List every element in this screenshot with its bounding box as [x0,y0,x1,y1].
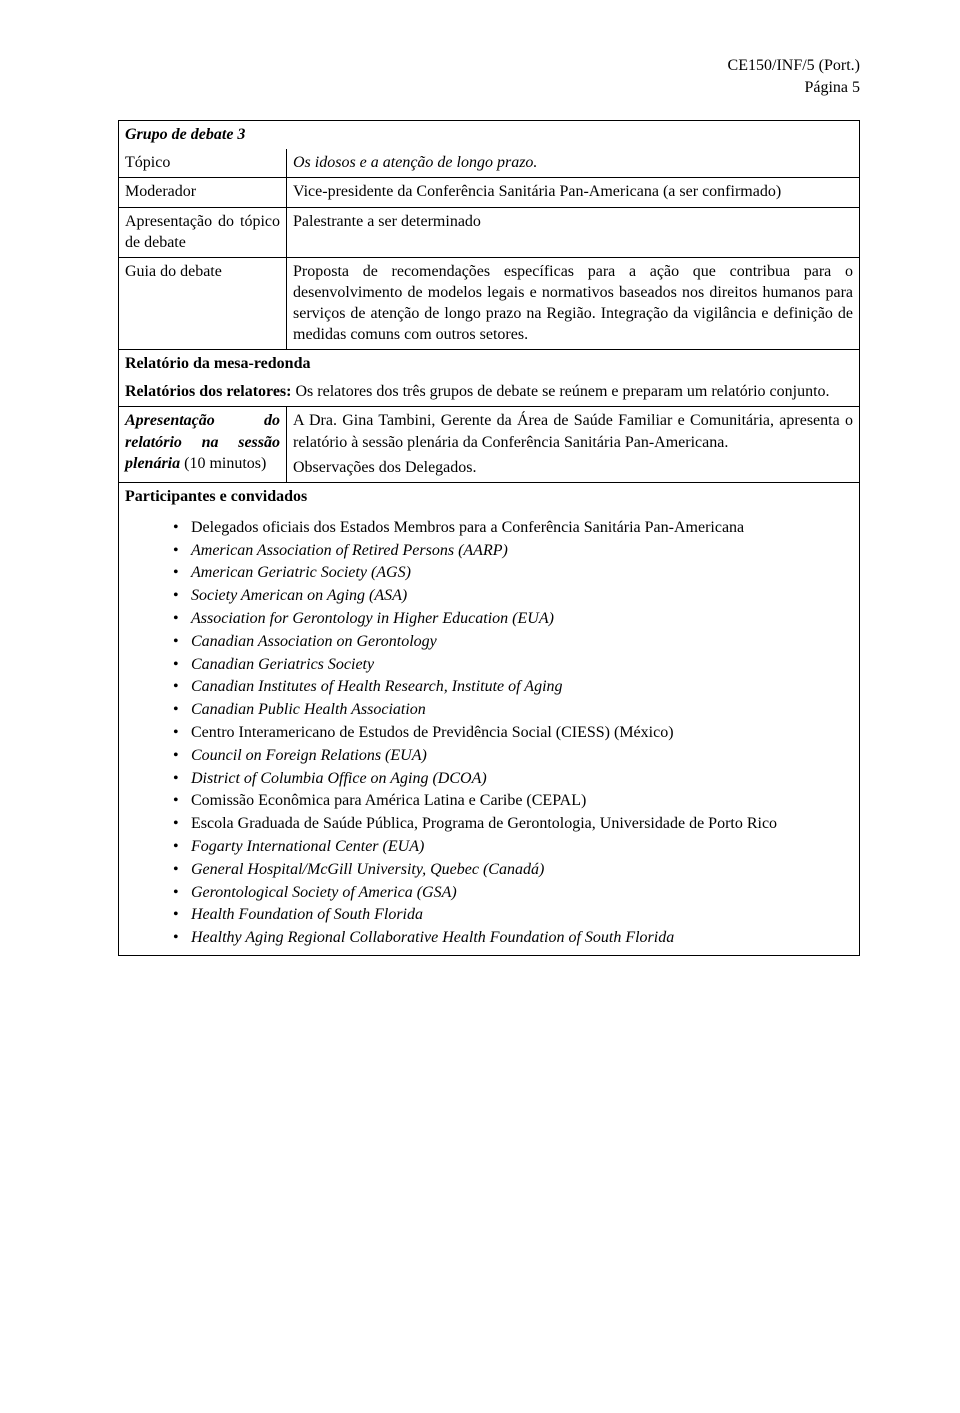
topic-label: Tópico [119,149,287,178]
report-heading-row: Relatório da mesa-redonda [119,350,860,379]
presentation-row: Apresentação do tópico de debate Palestr… [119,207,860,257]
participants-list-cell: Delegados oficiais dos Estados Membros p… [119,511,860,956]
list-item: American Association of Retired Persons … [173,541,853,562]
plenary-value-2: Observações dos Delegados. [293,457,853,478]
group3-table: Grupo de debate 3 Tópico Os idosos e a a… [118,120,860,956]
list-item: Health Foundation of South Florida [173,905,853,926]
group-title: Grupo de debate 3 [125,126,245,143]
participants-heading-cell: Participantes e convidados [119,482,860,511]
plenary-label-cell: Apresentação do relatório na sessão plen… [119,407,287,482]
list-item: Association for Gerontology in Higher Ed… [173,609,853,630]
list-item: Canadian Institutes of Health Research, … [173,677,853,698]
list-item: Society American on Aging (ASA) [173,586,853,607]
report-heading-cell: Relatório da mesa-redonda [119,350,860,379]
moderator-label: Moderador [119,178,287,207]
presentation-label: Apresentação do tópico de debate [119,207,287,257]
list-item: District of Columbia Office on Aging (DC… [173,769,853,790]
moderator-row: Moderador Vice-presidente da Conferência… [119,178,860,207]
group-title-row: Grupo de debate 3 [119,121,860,150]
report-heading: Relatório da mesa-redonda [125,355,310,372]
participants-list-row: Delegados oficiais dos Estados Membros p… [119,511,860,956]
list-item: General Hospital/McGill University, Queb… [173,860,853,881]
page-header: CE150/INF/5 (Port.) Página 5 [118,55,860,98]
participants-heading-row: Participantes e convidados [119,482,860,511]
list-item: Canadian Association on Gerontology [173,632,853,653]
guide-row: Guia do debate Proposta de recomendações… [119,257,860,349]
list-item: Canadian Public Health Association [173,700,853,721]
list-item: Fogarty International Center (EUA) [173,837,853,858]
doc-code: CE150/INF/5 (Port.) [118,55,860,77]
topic-value-text: Os idosos e a atenção de longo prazo. [293,154,537,171]
guide-label: Guia do debate [119,257,287,349]
plenary-label-rest: (10 minutos) [180,455,266,472]
list-item: Escola Graduada de Saúde Pública, Progra… [173,814,853,835]
presentation-value: Palestrante a ser determinado [287,207,860,257]
list-item: Canadian Geriatrics Society [173,655,853,676]
document-page: CE150/INF/5 (Port.) Página 5 Grupo de de… [0,0,960,1413]
list-item: Gerontological Society of America (GSA) [173,883,853,904]
guide-value: Proposta de recomendações específicas pa… [287,257,860,349]
group-title-cell: Grupo de debate 3 [119,121,860,150]
plenary-row: Apresentação do relatório na sessão plen… [119,407,860,482]
reporters-cell: Relatórios dos relatores: Os relatores d… [119,378,860,407]
reporters-row: Relatórios dos relatores: Os relatores d… [119,378,860,407]
moderator-value: Vice-presidente da Conferência Sanitária… [287,178,860,207]
plenary-value-1: A Dra. Gina Tambini, Gerente da Área de … [293,410,853,452]
list-item: Delegados oficiais dos Estados Membros p… [173,518,853,539]
reporters-bold: Relatórios dos relatores: [125,383,291,400]
list-item: Comissão Econômica para América Latina e… [173,791,853,812]
list-item: Healthy Aging Regional Collaborative Hea… [173,928,853,949]
page-label: Página 5 [118,77,860,99]
list-item: American Geriatric Society (AGS) [173,563,853,584]
plenary-value-cell: A Dra. Gina Tambini, Gerente da Área de … [287,407,860,482]
topic-value: Os idosos e a atenção de longo prazo. [287,149,860,178]
reporters-rest: Os relatores dos três grupos de debate s… [291,383,829,400]
participants-heading: Participantes e convidados [125,488,307,505]
participants-list: Delegados oficiais dos Estados Membros p… [125,518,853,949]
list-item: Council on Foreign Relations (EUA) [173,746,853,767]
topic-row: Tópico Os idosos e a atenção de longo pr… [119,149,860,178]
list-item: Centro Interamericano de Estudos de Prev… [173,723,853,744]
